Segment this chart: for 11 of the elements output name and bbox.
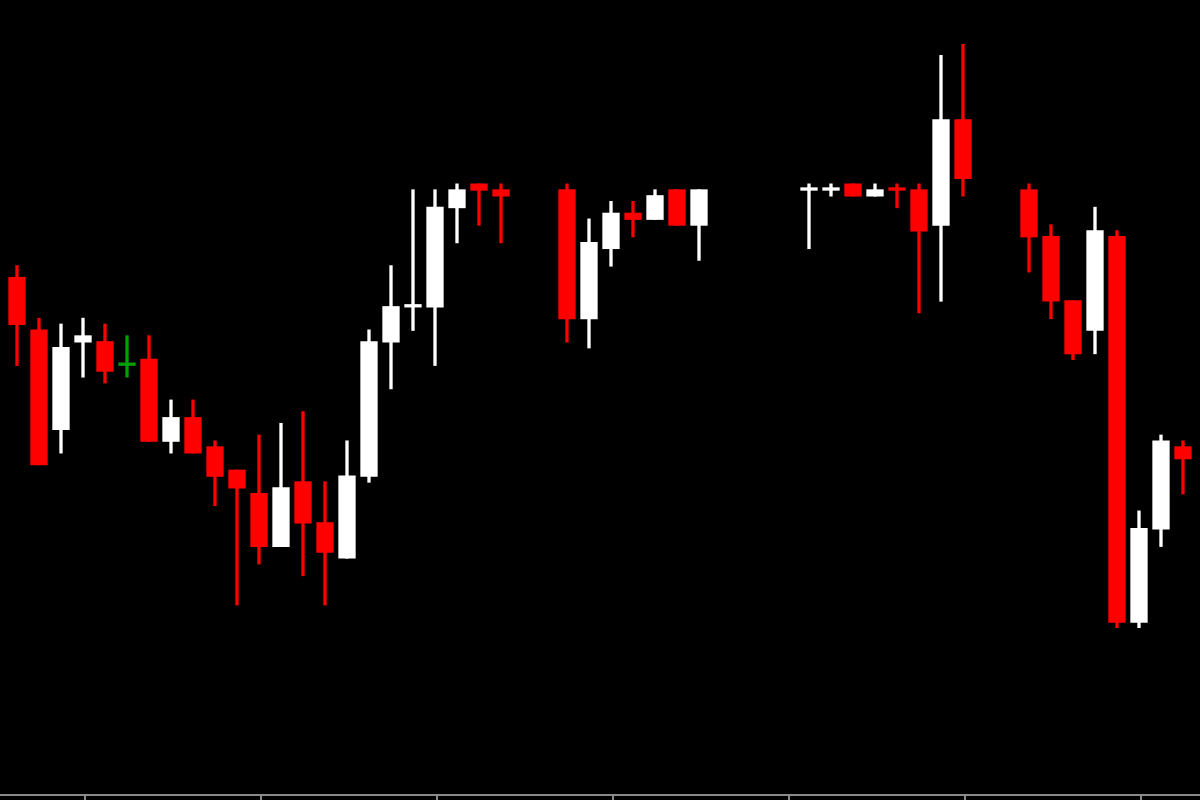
candlestick [316,481,334,606]
candlestick [624,201,642,238]
candlestick [888,183,906,209]
candlestick [800,183,818,250]
candlestick [228,469,246,606]
candlestick [74,317,92,378]
candlestick [404,189,422,331]
candlestick [118,335,136,378]
candlestick [1174,440,1192,495]
candlestick [470,183,488,226]
candlestick [492,183,510,244]
